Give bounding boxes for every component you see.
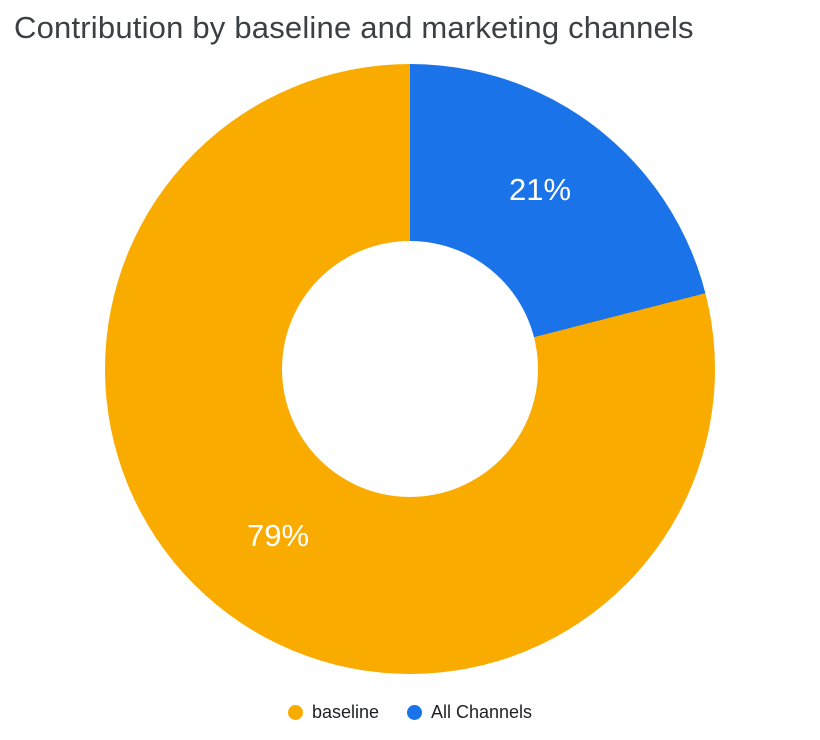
legend-dot-baseline bbox=[287, 705, 303, 720]
chart-title: Contribution by baseline and marketing c… bbox=[14, 10, 694, 45]
donut-chart-area: 21% 79% bbox=[105, 64, 715, 674]
legend: baseline All Channels bbox=[0, 702, 820, 723]
legend-label-baseline: baseline bbox=[311, 702, 379, 722]
donut-hole bbox=[282, 241, 538, 497]
legend-item-all-channels: All Channels bbox=[407, 702, 532, 723]
legend-dot-all-channels bbox=[407, 705, 422, 720]
slice-label-all-channels: 21% bbox=[508, 172, 572, 207]
legend-label-all-channels: All Channels bbox=[431, 702, 533, 722]
legend-item-baseline: baseline bbox=[287, 702, 379, 723]
slice-label-baseline: 79% bbox=[246, 518, 310, 553]
